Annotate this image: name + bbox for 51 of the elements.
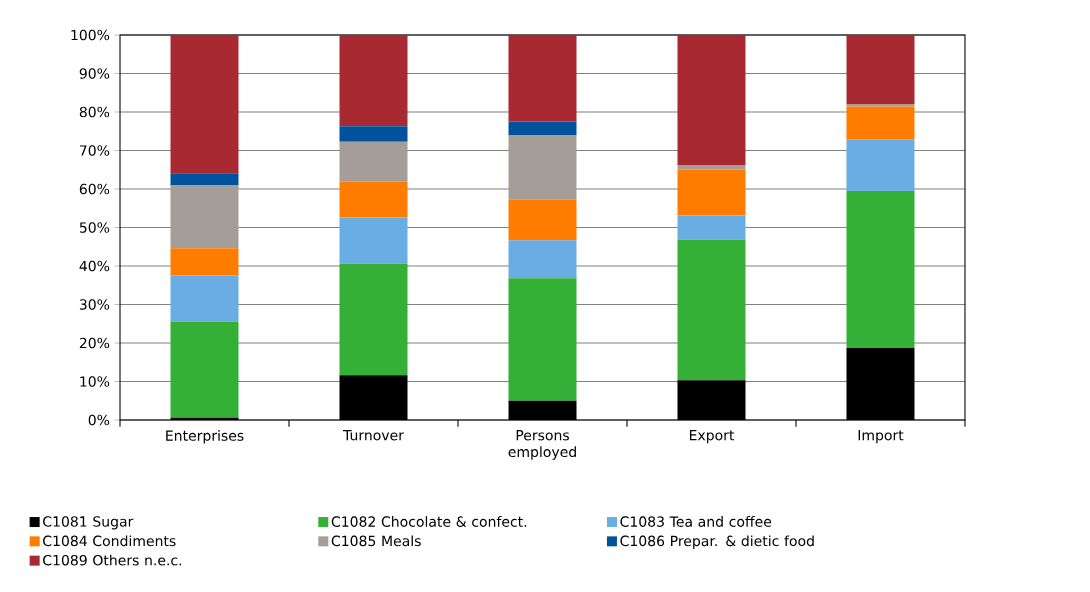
y-tick-label: 10% xyxy=(80,376,110,387)
bar xyxy=(508,240,577,279)
bar xyxy=(339,217,408,264)
bar xyxy=(339,126,408,142)
y-tick-label: 80% xyxy=(79,106,110,118)
bar xyxy=(846,34,915,104)
x-tick-label: Import xyxy=(858,430,904,444)
x-tick-label: Export xyxy=(689,430,735,444)
y-tick-label: 70% xyxy=(80,145,110,156)
bar xyxy=(677,165,746,170)
y-tick-label: 50% xyxy=(79,222,110,233)
bar xyxy=(677,239,746,381)
legend-label: C1083 Tea and coffee xyxy=(620,516,772,527)
bar xyxy=(846,139,915,191)
bar xyxy=(846,103,915,107)
bar xyxy=(508,121,577,136)
y-tick-label: 20% xyxy=(79,337,110,349)
x-tick-label: Turnover xyxy=(343,430,404,441)
bar xyxy=(170,275,239,322)
y-tick-label: 90% xyxy=(79,68,110,79)
legend-label: C1086 Prepar. & dietic food xyxy=(620,535,814,549)
legend-label: C1089 Others n.e.c. xyxy=(43,554,182,566)
x-tick-label: Enterprises xyxy=(166,430,244,444)
bar xyxy=(170,34,239,174)
y-tick-label: 0% xyxy=(88,414,110,426)
y-tick-label: 30% xyxy=(79,299,110,310)
bar xyxy=(339,34,408,127)
bar xyxy=(677,215,746,240)
bar xyxy=(170,248,239,276)
bar xyxy=(170,321,239,418)
bar xyxy=(508,199,577,241)
bar xyxy=(508,34,577,122)
bar xyxy=(846,106,915,140)
y-tick-label: 60% xyxy=(79,183,110,195)
legend-label: C1082 Chocolate & confect. xyxy=(331,516,527,527)
legend-label: C1081 Sugar xyxy=(43,516,134,530)
bar xyxy=(339,263,408,376)
legend-label: C1085 Meals xyxy=(331,535,421,547)
legend-label: C1084 Condiments xyxy=(43,535,176,547)
bar xyxy=(677,169,746,216)
bar xyxy=(846,190,915,348)
bar xyxy=(677,34,746,166)
bar xyxy=(170,173,239,186)
bar xyxy=(508,135,577,200)
bar xyxy=(339,141,408,182)
y-tick-label: 100% xyxy=(71,29,110,41)
bar xyxy=(508,278,577,401)
bar xyxy=(339,181,408,218)
bar xyxy=(170,185,239,249)
x-tick-label: Persons employed xyxy=(508,430,576,460)
y-tick-label: 40% xyxy=(79,260,110,272)
